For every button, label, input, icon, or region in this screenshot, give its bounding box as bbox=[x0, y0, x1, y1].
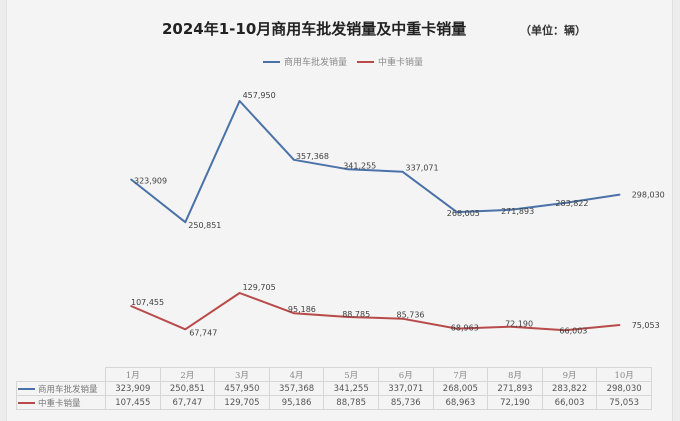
data-table-cell: 95,186 bbox=[268, 395, 325, 410]
data-point bbox=[564, 329, 567, 332]
data-table-cell: 75,053 bbox=[596, 395, 652, 410]
data-table-cell: 72,190 bbox=[487, 395, 543, 410]
data-table-cell: 129,705 bbox=[214, 395, 270, 410]
data-point bbox=[456, 327, 458, 330]
data-table-cell: 68,963 bbox=[432, 395, 489, 410]
data-table-header-row: 1月 2月 3月 4月 5月 6月 7月 8月 9月 10月 bbox=[16, 367, 652, 382]
data-point bbox=[130, 305, 132, 307]
data-point bbox=[238, 292, 241, 294]
data-label: 271,893 bbox=[501, 207, 534, 216]
data-point bbox=[293, 312, 295, 315]
data-label: 283,822 bbox=[555, 199, 588, 208]
data-table-cell: 341,255 bbox=[323, 381, 379, 396]
data-table-cell: 271,893 bbox=[487, 381, 543, 396]
legend-item-series1[interactable]: 商用车批发销量 bbox=[263, 55, 347, 68]
data-table-cell: 107,455 bbox=[105, 395, 161, 410]
data-label: 323,909 bbox=[134, 176, 167, 185]
data-label: 341,255 bbox=[343, 161, 376, 170]
data-table-cell: 323,909 bbox=[105, 381, 161, 396]
legend: 商用车批发销量 中重卡销量 bbox=[263, 55, 433, 68]
unit-label: （单位：辆） bbox=[520, 24, 586, 37]
data-point bbox=[293, 159, 295, 161]
data-label: 67,747 bbox=[189, 328, 217, 337]
data-table-month: 9月 bbox=[541, 367, 598, 382]
legend-swatch-series1 bbox=[263, 60, 280, 63]
data-table-month: 8月 bbox=[487, 367, 543, 382]
data-table-corner bbox=[16, 367, 106, 382]
data-point bbox=[401, 317, 404, 320]
data-label: 72,190 bbox=[505, 320, 533, 329]
data-point bbox=[238, 100, 241, 102]
legend-item-series2[interactable]: 中重卡销量 bbox=[357, 55, 423, 68]
data-label: 357,368 bbox=[296, 152, 329, 161]
series1-key-swatch bbox=[18, 388, 35, 390]
data-label: 268,005 bbox=[447, 209, 480, 218]
data-table: 1月 2月 3月 4月 5月 6月 7月 8月 9月 10月 商用车批发销量 3… bbox=[16, 367, 652, 410]
data-point bbox=[130, 178, 132, 181]
data-table-series1-label: 商用车批发销量 bbox=[16, 381, 106, 396]
data-point bbox=[184, 221, 187, 223]
legend-swatch-series2 bbox=[357, 60, 375, 63]
data-label: 95,186 bbox=[288, 305, 316, 314]
data-label: 457,950 bbox=[243, 91, 276, 100]
legend-label-series2: 中重卡销量 bbox=[378, 58, 424, 68]
data-table-cell: 66,003 bbox=[541, 395, 598, 410]
data-label: 68,963 bbox=[451, 324, 479, 333]
data-point bbox=[618, 193, 621, 196]
series2-name: 中重卡销量 bbox=[38, 398, 81, 409]
data-table-month: 1月 bbox=[105, 367, 161, 382]
data-label: 75,053 bbox=[632, 321, 660, 330]
data-table-cell: 268,005 bbox=[432, 381, 489, 396]
data-table-month: 4月 bbox=[268, 367, 325, 382]
data-point bbox=[510, 325, 512, 328]
data-point bbox=[618, 324, 621, 326]
data-point bbox=[456, 211, 458, 213]
data-table-cell: 283,822 bbox=[541, 381, 598, 396]
data-point bbox=[564, 202, 567, 204]
data-table-month: 10月 bbox=[596, 367, 652, 382]
data-label: 129,705 bbox=[243, 283, 276, 292]
data-table-month: 5月 bbox=[323, 367, 379, 382]
data-table-row-series1: 商用车批发销量 323,909 250,851 457,950 357,368 … bbox=[16, 381, 652, 396]
data-table-row-series2: 中重卡销量 107,455 67,747 129,705 95,186 88,7… bbox=[16, 395, 652, 410]
series1-name: 商用车批发销量 bbox=[38, 384, 98, 395]
data-table-series2-label: 中重卡销量 bbox=[16, 395, 106, 410]
data-label: 66,003 bbox=[559, 326, 587, 335]
data-label: 88,785 bbox=[342, 310, 370, 319]
data-table-cell: 88,785 bbox=[323, 395, 379, 410]
data-point bbox=[401, 170, 404, 173]
data-label: 250,851 bbox=[188, 221, 221, 230]
data-point bbox=[347, 316, 350, 318]
data-table-cell: 457,950 bbox=[214, 381, 270, 396]
data-table-cell: 357,368 bbox=[268, 381, 325, 396]
left-edge bbox=[0, 0, 7, 421]
data-label: 337,071 bbox=[406, 164, 439, 173]
data-table-cell: 298,030 bbox=[596, 381, 652, 396]
right-scrollbar[interactable] bbox=[672, 0, 680, 421]
data-point bbox=[184, 328, 187, 331]
data-table-cell: 250,851 bbox=[159, 381, 216, 396]
chart-title: 2024年1-10月商用车批发销量及中重卡销量 bbox=[162, 20, 467, 38]
legend-label-series1: 商用车批发销量 bbox=[284, 58, 348, 68]
data-table-cell: 67,747 bbox=[159, 395, 216, 410]
data-table-month: 3月 bbox=[214, 367, 270, 382]
data-table-cell: 85,736 bbox=[377, 395, 434, 410]
series-line-2 bbox=[130, 292, 620, 332]
data-label: 107,455 bbox=[131, 298, 164, 307]
data-point bbox=[510, 209, 512, 211]
data-table-month: 7月 bbox=[432, 367, 489, 382]
data-table-month: 2月 bbox=[159, 367, 216, 382]
data-label: 298,030 bbox=[632, 191, 665, 200]
series-line-1 bbox=[130, 100, 620, 224]
data-label: 85,736 bbox=[397, 311, 425, 320]
data-table-cell: 337,071 bbox=[377, 381, 434, 396]
data-table-month: 6月 bbox=[377, 367, 434, 382]
series2-key-swatch bbox=[18, 402, 35, 404]
data-point bbox=[347, 168, 350, 171]
